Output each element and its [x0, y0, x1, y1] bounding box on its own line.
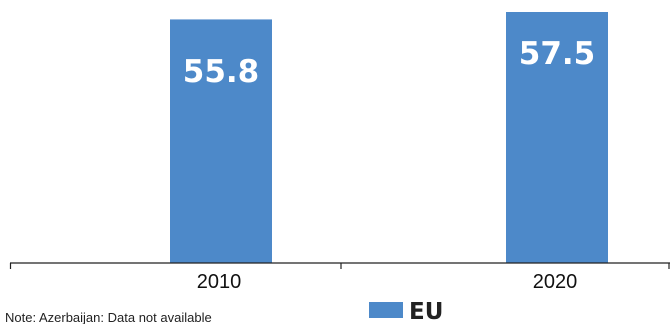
legend-label-eu: EU	[409, 299, 443, 324]
x-tick-labels: 2010 2020	[197, 271, 578, 293]
x-tick-label-2020: 2020	[533, 271, 578, 293]
bar-value-label-2010: 55.8	[183, 54, 260, 90]
legend-swatch-eu	[369, 302, 403, 318]
chart-note: Note: Azerbaijan: Data not available	[5, 310, 212, 324]
legend: EU	[369, 299, 443, 324]
bar-value-label-2020: 57.5	[519, 36, 596, 72]
bar-2010	[170, 19, 272, 264]
x-tick-label-2010: 2010	[197, 271, 242, 293]
x-axis	[9, 262, 670, 269]
bar-2020	[506, 12, 608, 263]
bars-group: 55.8 57.5	[170, 12, 608, 264]
